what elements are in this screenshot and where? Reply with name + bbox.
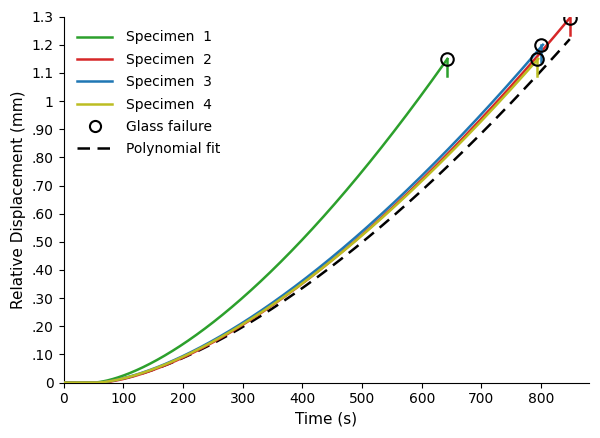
Legend: Specimen  1, Specimen  2, Specimen  3, Specimen  4, Glass failure, Polynomial fi: Specimen 1, Specimen 2, Specimen 3, Spec… [70, 24, 227, 163]
X-axis label: Time (s): Time (s) [295, 412, 357, 427]
Y-axis label: Relative Displacement (mm): Relative Displacement (mm) [11, 90, 26, 309]
